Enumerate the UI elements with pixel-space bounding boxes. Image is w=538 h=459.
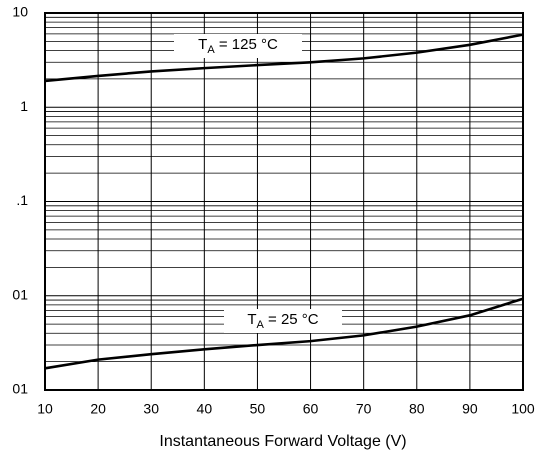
y-tick-label: 1 — [20, 98, 28, 114]
x-tick-label: 10 — [37, 401, 53, 417]
y-tick-label: 10 — [12, 4, 28, 20]
x-tick-label: 60 — [303, 401, 319, 417]
annotation: TA = 25 °C — [247, 311, 318, 331]
annotation-part: = 25 °C — [264, 311, 319, 328]
plot-frame — [44, 12, 524, 391]
annotation-part: T — [198, 36, 207, 53]
x-tick-label: 30 — [143, 401, 159, 417]
x-tick-label: 20 — [90, 401, 106, 417]
annotation-box — [174, 34, 302, 58]
y-tick-label: 01 — [12, 381, 28, 397]
line — [44, 33, 524, 83]
y-tick-label: 01 — [12, 286, 28, 302]
x-tick-label: 50 — [250, 401, 266, 417]
annotation-part: A — [257, 319, 265, 331]
x-axis-label: Instantaneous Forward Voltage (V) — [159, 433, 406, 450]
annotation-part: A — [207, 44, 215, 56]
x-tick-label: 100 — [511, 401, 535, 417]
annotation-part: = 125 °C — [215, 36, 278, 53]
x-tick-label: 70 — [356, 401, 372, 417]
annotation-part: T — [247, 311, 256, 328]
x-tick-label: 80 — [409, 401, 425, 417]
line — [44, 297, 524, 370]
x-tick-label: 40 — [197, 401, 213, 417]
y-tick-label: .1 — [16, 192, 28, 208]
annotation-box — [224, 309, 342, 333]
x-tick-label: 90 — [462, 401, 478, 417]
annotation: TA = 125 °C — [198, 36, 278, 56]
